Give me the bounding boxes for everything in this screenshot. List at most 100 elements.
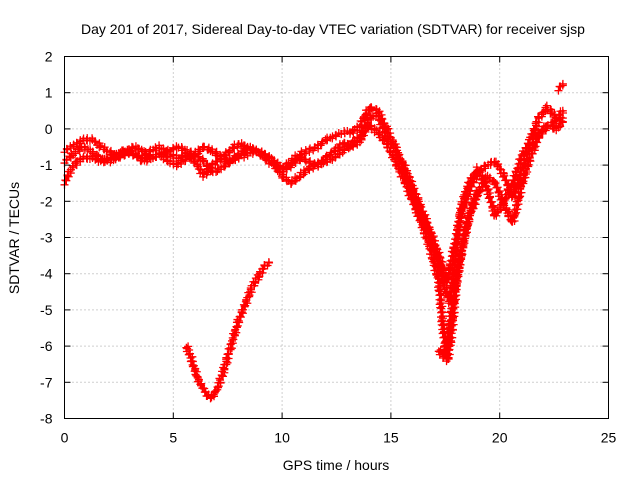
data-point (213, 167, 222, 176)
data-point (460, 239, 469, 248)
grid-lines (64, 56, 609, 419)
data-point (429, 232, 438, 241)
data-point (444, 354, 453, 363)
data-point (436, 303, 445, 312)
x-tick-label: 5 (169, 430, 177, 446)
data-point (326, 150, 335, 159)
data-point (387, 139, 396, 148)
data-point (554, 110, 563, 119)
data-point (455, 264, 464, 273)
y-tick-label: 0 (45, 121, 53, 137)
data-points (60, 79, 568, 403)
data-point (400, 178, 409, 187)
data-point (287, 179, 296, 188)
data-point (265, 258, 274, 267)
y-tick-label: -5 (40, 302, 53, 318)
data-point (133, 152, 142, 161)
data-point (417, 202, 426, 211)
data-point (380, 128, 389, 137)
data-point (507, 180, 516, 189)
data-point (491, 179, 500, 188)
series-track-c (60, 101, 568, 287)
y-tick-label: -8 (40, 411, 53, 427)
data-point (140, 151, 149, 160)
data-point (449, 244, 458, 253)
data-point (213, 383, 222, 392)
data-point (223, 350, 232, 359)
y-tick-label: -1 (40, 157, 53, 173)
x-tick-label: 0 (61, 430, 69, 446)
data-point (223, 358, 232, 367)
data-point (356, 132, 365, 141)
data-point (229, 155, 238, 164)
data-point (554, 86, 563, 95)
data-point (500, 171, 509, 180)
y-tick-label: -2 (40, 193, 53, 209)
data-point (443, 273, 452, 282)
x-tick-label: 10 (274, 430, 290, 446)
data-point (473, 186, 482, 195)
data-point (367, 103, 376, 112)
data-point (219, 372, 228, 381)
data-point (513, 164, 522, 173)
series-track-d (182, 258, 274, 403)
data-point (436, 290, 445, 299)
data-point (495, 187, 504, 196)
y-tick-label: -4 (40, 266, 53, 282)
data-point (558, 106, 567, 115)
data-point (227, 344, 236, 353)
data-point (505, 207, 514, 216)
y-tick-label: 2 (45, 49, 53, 65)
data-point (405, 172, 414, 181)
data-point (434, 286, 443, 295)
data-point (441, 338, 450, 347)
data-point (402, 168, 411, 177)
data-point (444, 321, 453, 330)
data-point (234, 316, 243, 325)
data-point (546, 109, 555, 118)
data-point (71, 159, 80, 168)
data-point (235, 312, 244, 321)
data-point (513, 205, 522, 214)
data-point (406, 180, 415, 189)
data-point (523, 161, 532, 170)
data-point (269, 160, 278, 169)
y-tick-label: -7 (40, 374, 53, 390)
data-point (518, 178, 527, 187)
data-point (465, 217, 474, 226)
data-point (471, 195, 480, 204)
data-point (424, 223, 433, 232)
data-point (194, 152, 203, 161)
data-point (523, 139, 532, 148)
data-point (317, 139, 326, 148)
data-point (220, 162, 229, 171)
data-point (193, 161, 202, 170)
data-point (151, 143, 160, 152)
data-point (542, 101, 551, 110)
data-point (378, 123, 387, 132)
data-point (484, 185, 493, 194)
x-tick-label: 15 (383, 430, 399, 446)
axis-ticks (64, 56, 609, 419)
data-point (525, 153, 534, 162)
data-point (441, 346, 450, 355)
y-tick-label: -3 (40, 230, 53, 246)
x-tick-labels: 0 5 10 15 20 25 (61, 430, 617, 446)
data-point (558, 81, 567, 90)
y-tick-labels: -8 -7 -6 -5 -4 -3 -2 -1 0 1 2 (40, 49, 53, 427)
data-point (194, 145, 203, 154)
data-point (520, 173, 529, 182)
data-point (436, 253, 445, 262)
data-point (238, 147, 247, 156)
data-point (378, 136, 387, 145)
chart-title: Day 201 of 2017, Sidereal Day-to-day VTE… (81, 21, 585, 37)
data-point (423, 218, 432, 227)
data-point (359, 131, 368, 140)
data-point (409, 185, 418, 194)
series-track-e (434, 186, 482, 363)
data-point (316, 141, 325, 150)
y-tick-label: -6 (40, 338, 53, 354)
data-point (448, 296, 457, 305)
data-point (465, 208, 474, 217)
